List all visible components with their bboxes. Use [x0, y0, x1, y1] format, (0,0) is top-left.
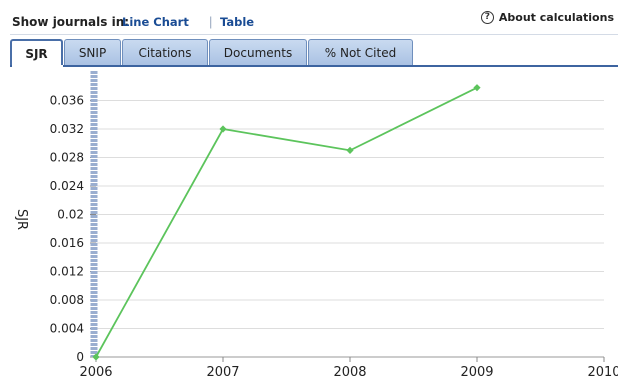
- y-axis-title: SJR: [14, 209, 29, 230]
- about-calculations-label: About calculations: [498, 11, 614, 24]
- header-divider: [10, 34, 618, 35]
- about-calculations-link[interactable]: ? About calculations: [480, 11, 614, 24]
- x-tick-label: 2010: [587, 365, 618, 380]
- series-line: [95, 86, 478, 358]
- tab-documents[interactable]: Documents: [209, 39, 307, 66]
- data-point-marker: [219, 125, 227, 133]
- x-tick-label: 2008: [333, 365, 366, 380]
- y-tick-label: 0.036: [50, 94, 84, 108]
- data-point-marker: [473, 84, 481, 92]
- table-link[interactable]: Table: [220, 15, 255, 29]
- y-tick-label: 0.032: [50, 122, 84, 136]
- line-chart-link[interactable]: Line Chart: [122, 15, 189, 29]
- tab-citations[interactable]: Citations: [122, 39, 208, 66]
- help-icon: ?: [480, 11, 494, 24]
- x-tick-label: 2006: [79, 365, 112, 380]
- y-tick-label: 0.024: [50, 179, 84, 193]
- y-tick-label: 0.028: [50, 151, 84, 165]
- data-point-marker: [92, 353, 100, 361]
- x-tick-label: 2007: [206, 365, 239, 380]
- link-separator: |: [209, 14, 213, 29]
- y-tick-label: 0.016: [50, 236, 84, 250]
- show-journals-label: Show journals in:: [12, 15, 130, 29]
- sjr-line-chart: 0 0.004 0.008 0.012 0.016 0.02 0.024 0.028 0.032…: [14, 71, 618, 380]
- data-point-marker: [346, 146, 354, 154]
- x-tick-label: 2009: [460, 365, 493, 380]
- tab-not-cited[interactable]: % Not Cited: [308, 39, 413, 66]
- tab-snip[interactable]: SNIP: [64, 39, 121, 66]
- y-tick-label: 0: [76, 350, 84, 364]
- metric-tabs: SJR SNIP Citations Documents % Not Cited: [10, 39, 414, 67]
- tab-underline: [10, 65, 618, 67]
- tab-sjr[interactable]: SJR: [10, 39, 63, 67]
- y-tick-label: 0.012: [50, 265, 84, 279]
- view-selector-bar: Show journals in: Line Chart | Table ? A…: [0, 0, 618, 36]
- y-tick-label: 0.02: [57, 208, 84, 222]
- y-tick-label: 0.004: [50, 322, 84, 336]
- y-tick-label: 0.008: [50, 293, 84, 307]
- active-tab-gap: [12, 65, 63, 67]
